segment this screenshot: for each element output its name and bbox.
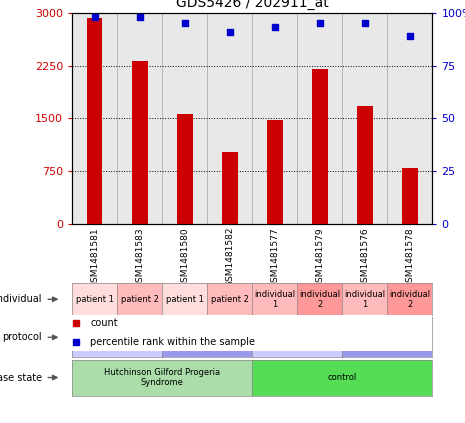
Bar	[132, 61, 147, 224]
Text: individual
2: individual 2	[299, 290, 340, 309]
Bar	[297, 13, 342, 224]
Bar	[267, 120, 283, 224]
Text: disease state: disease state	[0, 373, 42, 382]
Text: Hutchinson Gilford Progeria
Syndrome: Hutchinson Gilford Progeria Syndrome	[104, 368, 220, 387]
Point	[271, 24, 279, 31]
Bar	[357, 106, 373, 224]
Bar	[252, 13, 297, 224]
Text: individual
1: individual 1	[254, 290, 295, 309]
Point	[406, 33, 414, 39]
Point	[361, 20, 369, 27]
Point	[181, 20, 188, 27]
Point	[136, 14, 143, 20]
Text: patient 2: patient 2	[121, 295, 159, 304]
Point	[316, 20, 324, 27]
Bar	[342, 13, 387, 224]
Point	[91, 14, 98, 20]
Bar	[72, 13, 117, 224]
Bar	[312, 69, 328, 224]
Bar	[162, 13, 207, 224]
Text: patient 2: patient 2	[211, 295, 249, 304]
Text: TERT, V12-HRAS,
SV40 T antigens
transformed: TERT, V12-HRAS, SV40 T antigens transfor…	[262, 322, 332, 352]
Bar	[402, 168, 418, 224]
Point	[226, 28, 233, 35]
Text: protocol: protocol	[2, 332, 42, 342]
Text: control: control	[328, 373, 357, 382]
Text: individual
1: individual 1	[344, 290, 385, 309]
Text: individual
2: individual 2	[389, 290, 431, 309]
Text: percentile rank within the sample: percentile rank within the sample	[90, 337, 255, 347]
Bar	[222, 152, 238, 224]
Text: TERT, V12-HRAS,
SV40 T antigens
transformed: TERT, V12-HRAS, SV40 T antigens transfor…	[82, 322, 153, 352]
Bar	[207, 13, 252, 224]
Bar	[177, 113, 193, 224]
Bar	[86, 18, 102, 224]
Bar	[117, 13, 162, 224]
Bar	[387, 13, 432, 224]
Text: patient 1: patient 1	[166, 295, 204, 304]
Text: individual: individual	[0, 294, 42, 304]
Text: TERT
transformed: TERT transformed	[361, 328, 413, 347]
Title: GDS5426 / 202911_at: GDS5426 / 202911_at	[176, 0, 329, 10]
Text: TERT
transformed: TERT transformed	[181, 328, 233, 347]
Text: count: count	[90, 318, 118, 328]
Text: patient 1: patient 1	[76, 295, 113, 304]
